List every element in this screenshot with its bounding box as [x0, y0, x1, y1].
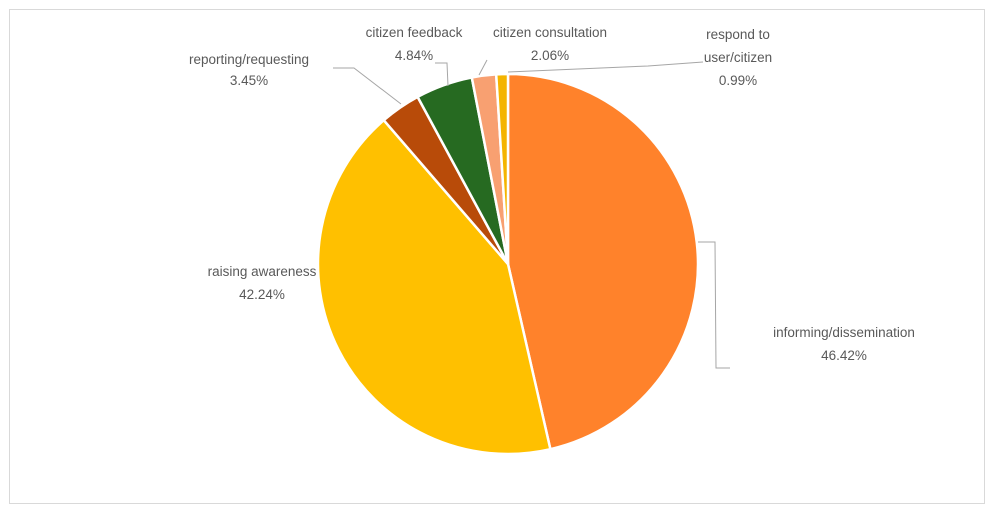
data-label-value: 42.24% [239, 287, 285, 302]
pie-slices [316, 72, 700, 456]
data-label-category: citizen consultation [493, 25, 607, 40]
leader-line-respond-to-user-citizen [507, 61, 704, 73]
data-label-category-line2: user/citizen [704, 50, 772, 65]
data-label-category-line1: respond to [706, 27, 770, 42]
data-label-value: 46.42% [821, 348, 867, 363]
data-label-category: informing/dissemination [773, 325, 915, 340]
data-label-value: 2.06% [531, 48, 569, 63]
pie-slice-respond-to-user-citizen [494, 72, 510, 266]
data-label-category: citizen feedback [366, 25, 463, 40]
data-label-value: 0.99% [719, 73, 757, 88]
leader-line-reporting-requesting [333, 67, 402, 105]
leader-line-citizen-consultation [478, 59, 488, 76]
leader-lines [333, 59, 730, 369]
pie-slice-informing-dissemination [506, 72, 700, 451]
data-label-category: reporting/requesting [189, 52, 309, 67]
pie-slice-raising-awareness [316, 118, 552, 456]
leader-line-citizen-feedback [435, 62, 449, 87]
data-label-value: 3.45% [230, 73, 268, 88]
leader-line-informing-dissemination [698, 241, 730, 369]
data-label-category: raising awareness [208, 264, 317, 279]
data-label-value: 4.84% [395, 48, 433, 63]
